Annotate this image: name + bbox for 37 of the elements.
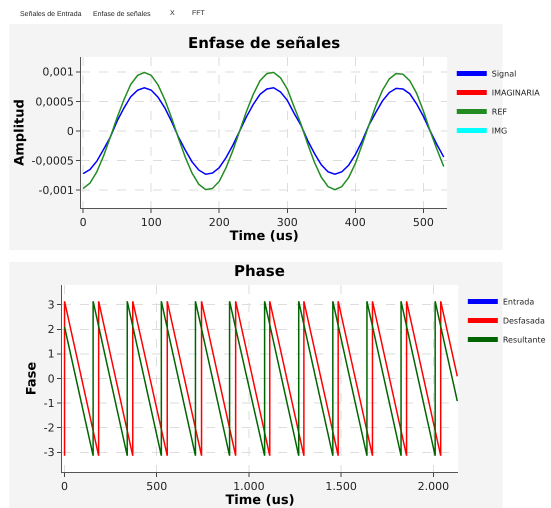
y-tick-label: -3 (44, 446, 55, 460)
legend-label: Signal (492, 70, 516, 79)
x-axis-title: Time (us) (230, 229, 299, 244)
x-tick-label: 1.000 (233, 480, 265, 494)
x-axis-title: Time (us) (225, 493, 295, 508)
x-tick-label: 2.000 (418, 480, 450, 494)
x-tick-label: 100 (140, 216, 162, 230)
legend-label: Resultante (502, 336, 546, 345)
y-tick-label: 0 (48, 372, 55, 386)
y-axis-title: Amplitud (12, 99, 28, 166)
x-tick-label: 300 (276, 216, 298, 230)
x-tick-label: 500 (412, 216, 434, 230)
y-tick-label: 0 (66, 124, 74, 138)
line-series (82, 87, 444, 175)
legend-label: Desfasada (502, 316, 545, 326)
y-tick-label: 1 (48, 348, 55, 361)
x-tick-label: 400 (344, 216, 366, 230)
y-tick-label: 2 (48, 323, 55, 336)
x-tick-label: 0 (80, 216, 87, 230)
y-tick-label: -0,0005 (31, 154, 74, 168)
chart-title: Enfase de señales (188, 34, 340, 52)
y-tick-label: 3 (48, 298, 55, 312)
legend-label: IMG (492, 126, 508, 136)
x-tick-label: 500 (146, 480, 168, 494)
y-tick-label: 0,0005 (35, 95, 74, 108)
legend-label: IMAGINARIA (492, 88, 540, 98)
x-tick-label: 200 (208, 216, 230, 230)
y-tick-label: -1 (44, 396, 55, 410)
legend-label: Entrada (502, 298, 534, 307)
y-tick-label: -2 (44, 422, 55, 435)
x-tick-label: 1.500 (325, 480, 357, 494)
y-tick-label: -0,001 (38, 184, 74, 198)
y-tick-label: 0,001 (42, 66, 74, 79)
legend-label: REF (492, 108, 508, 117)
line-series (82, 72, 444, 190)
y-axis-title: Fase (24, 362, 40, 396)
chart-title: Phase (234, 262, 285, 280)
